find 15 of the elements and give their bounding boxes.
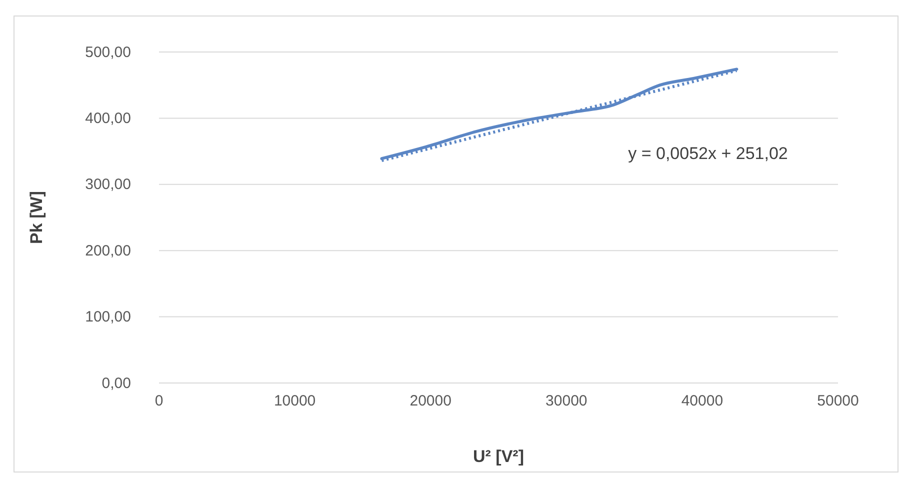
x-tick-label: 10000	[274, 392, 316, 410]
y-tick-label: 200,00	[85, 242, 131, 260]
annotation: y = 0,0052x + 251,02	[628, 144, 788, 163]
x-axis-title: U² [V²]	[473, 447, 524, 466]
x-tick-label: 40000	[681, 392, 724, 410]
y-tick-label: 0,00	[102, 374, 131, 392]
y-tick-label: 500,00	[85, 44, 131, 61]
y-axis-title: Pk [W]	[27, 191, 46, 244]
x-tick-label: 30000	[546, 392, 588, 410]
x-tick-label: 0	[154, 392, 164, 410]
y-tick-label: 400,00	[85, 110, 131, 127]
x-tick-label: 50000	[817, 392, 859, 410]
x-tick-label: 20000	[410, 392, 452, 410]
y-tick-label: 300,00	[85, 176, 131, 194]
y-tick-label: 100,00	[85, 308, 131, 326]
